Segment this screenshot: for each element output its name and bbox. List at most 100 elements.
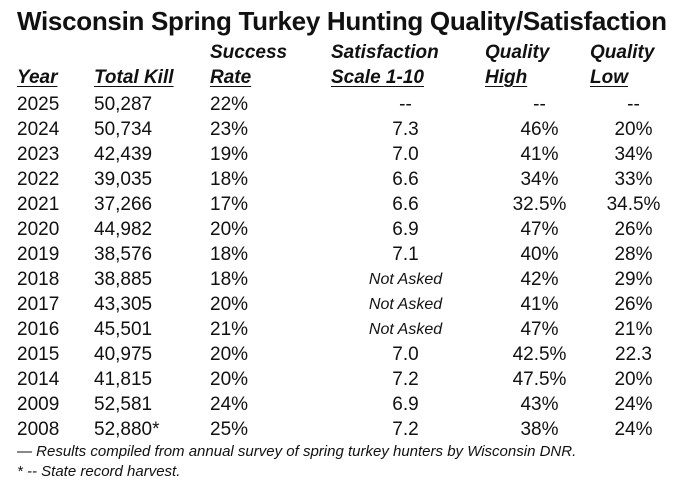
- quality-low-cell: 28%: [614, 244, 653, 265]
- total-kill-cell: 41,815: [94, 369, 153, 390]
- header-quality-low-line2: Low: [590, 67, 628, 88]
- year-cell: 2021: [17, 194, 60, 215]
- quality-low-cell: --: [627, 94, 640, 115]
- quality-low-cell: 33%: [614, 169, 653, 190]
- satisfaction-cell: 7.0: [392, 344, 419, 365]
- satisfaction-cell: 6.9: [392, 394, 419, 415]
- quality-high-cell: 32.5%: [512, 194, 567, 215]
- quality-high-cell: --: [533, 94, 546, 115]
- quality-high-cell: 46%: [520, 119, 559, 140]
- header-satisfaction-line2: Scale 1-10: [331, 67, 424, 88]
- year-cell: 2024: [17, 119, 60, 140]
- quality-low-cell: 26%: [614, 294, 653, 315]
- header-success-rate: Success Rate: [210, 40, 287, 90]
- header-quality-low-line1: Quality: [590, 42, 655, 63]
- success-rate-cell: 19%: [210, 144, 249, 165]
- quality-high-cell: 47%: [520, 219, 559, 240]
- satisfaction-cell: 6.9: [392, 219, 419, 240]
- table-row: 2009 52,581 24% 6.9 43% 24%: [17, 392, 671, 417]
- success-rate-cell: 20%: [210, 344, 249, 365]
- total-kill-cell: 52,581: [94, 394, 153, 415]
- quality-high-cell: 42.5%: [512, 344, 567, 365]
- success-rate-cell: 21%: [210, 319, 249, 340]
- header-quality-high-line2: High: [485, 67, 528, 88]
- success-rate-cell: 18%: [210, 244, 249, 265]
- total-kill-cell: 40,975: [94, 344, 153, 365]
- quality-low-cell: 20%: [614, 369, 653, 390]
- table-row: 2023 42,439 19% 7.0 41% 34%: [17, 142, 671, 167]
- total-kill-cell: 52,880*: [94, 419, 160, 440]
- footnote-record: * -- State record harvest.: [17, 463, 181, 480]
- table-row: 2018 38,885 18% Not Asked 42% 29%: [17, 267, 671, 292]
- total-kill-cell: 42,439: [94, 144, 153, 165]
- header-year-label: Year: [17, 67, 58, 88]
- turkey-hunting-table: 2025 50,287 22% -- -- -- 2024 50,734 23% 7.3 46% 20…: [17, 92, 671, 442]
- year-cell: 2022: [17, 169, 60, 190]
- total-kill-cell: 39,035: [94, 169, 153, 190]
- success-rate-cell: 18%: [210, 269, 249, 290]
- success-rate-cell: 18%: [210, 169, 249, 190]
- satisfaction-cell: --: [399, 94, 412, 115]
- table-row: 2025 50,287 22% -- -- --: [17, 92, 671, 117]
- satisfaction-cell: 7.0: [392, 144, 419, 165]
- quality-low-cell: 24%: [614, 394, 653, 415]
- total-kill-cell: 37,266: [94, 194, 153, 215]
- year-cell: 2008: [17, 419, 60, 440]
- table-row: 2024 50,734 23% 7.3 46% 20%: [17, 117, 671, 142]
- header-success-line1: Success: [210, 42, 288, 63]
- quality-high-cell: 47.5%: [512, 369, 567, 390]
- year-cell: 2018: [17, 269, 60, 290]
- satisfaction-cell: Not Asked: [368, 271, 443, 288]
- quality-low-cell: 34%: [614, 144, 653, 165]
- quality-high-cell: 40%: [520, 244, 559, 265]
- success-rate-cell: 20%: [210, 369, 249, 390]
- header-quality-high-line1: Quality: [485, 42, 550, 63]
- table-row: 2022 39,035 18% 6.6 34% 33%: [17, 167, 671, 192]
- total-kill-cell: 45,501: [94, 319, 153, 340]
- success-rate-cell: 20%: [210, 294, 249, 315]
- year-cell: 2016: [17, 319, 60, 340]
- header-quality-high: Quality High: [485, 40, 549, 90]
- year-cell: 2017: [17, 294, 60, 315]
- table-row: 2019 38,576 18% 7.1 40% 28%: [17, 242, 671, 267]
- quality-high-cell: 43%: [520, 394, 559, 415]
- quality-low-cell: 20%: [614, 119, 653, 140]
- success-rate-cell: 17%: [210, 194, 249, 215]
- header-year: Year: [17, 65, 58, 90]
- total-kill-cell: 50,287: [94, 94, 153, 115]
- table-row: 2021 37,266 17% 6.6 32.5% 34.5%: [17, 192, 671, 217]
- quality-low-cell: 26%: [614, 219, 653, 240]
- header-satisfaction-line1: Satisfaction: [331, 42, 439, 63]
- total-kill-cell: 38,885: [94, 269, 153, 290]
- table-row: 2014 41,815 20% 7.2 47.5% 20%: [17, 367, 671, 392]
- header-quality-low: Quality Low: [590, 40, 654, 90]
- success-rate-cell: 22%: [210, 94, 249, 115]
- success-rate-cell: 24%: [210, 394, 249, 415]
- header-satisfaction: Satisfaction Scale 1-10: [331, 40, 439, 90]
- total-kill-cell: 43,305: [94, 294, 153, 315]
- success-rate-cell: 25%: [210, 419, 249, 440]
- year-cell: 2015: [17, 344, 60, 365]
- satisfaction-cell: 7.2: [392, 419, 419, 440]
- quality-high-cell: 41%: [520, 144, 559, 165]
- year-cell: 2023: [17, 144, 60, 165]
- satisfaction-cell: 7.1: [392, 244, 419, 265]
- year-cell: 2025: [17, 94, 60, 115]
- total-kill-cell: 38,576: [94, 244, 153, 265]
- satisfaction-cell: Not Asked: [368, 321, 443, 338]
- table-row: 2016 45,501 21% Not Asked 47% 21%: [17, 317, 671, 342]
- satisfaction-cell: Not Asked: [368, 296, 443, 313]
- table-row: 2015 40,975 20% 7.0 42.5% 22.3: [17, 342, 671, 367]
- table-row: 2017 43,305 20% Not Asked 41% 26%: [17, 292, 671, 317]
- quality-low-cell: 22.3: [615, 344, 652, 365]
- quality-high-cell: 38%: [520, 419, 559, 440]
- satisfaction-cell: 6.6: [392, 169, 419, 190]
- quality-low-cell: 24%: [614, 419, 653, 440]
- quality-low-cell: 21%: [614, 319, 653, 340]
- success-rate-cell: 23%: [210, 119, 249, 140]
- header-success-line2: Rate: [210, 67, 252, 88]
- quality-low-cell: 34.5%: [606, 194, 661, 215]
- table-title: Wisconsin Spring Turkey Hunting Quality/…: [17, 6, 667, 36]
- table-row: 2008 52,880* 25% 7.2 38% 24%: [17, 417, 671, 442]
- success-rate-cell: 20%: [210, 219, 249, 240]
